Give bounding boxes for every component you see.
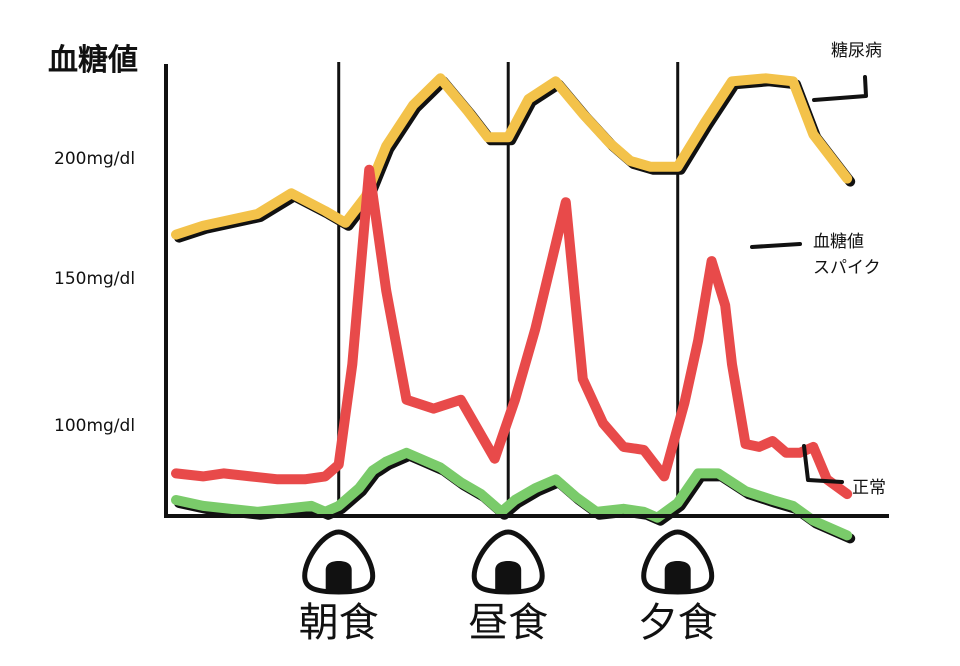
- onigiri-icon: [471, 529, 545, 595]
- onigiri-icon: [302, 529, 376, 595]
- series-1-line: [171, 73, 853, 240]
- meal-label-1: 朝食: [299, 600, 379, 646]
- y-tick-label: 100mg/dl: [54, 416, 135, 436]
- chart-title: 血糖値: [48, 43, 138, 78]
- legend-leader-3: [802, 444, 844, 484]
- meal-labels: 朝食 昼食 夕食: [299, 529, 718, 646]
- legend-leader-1: [812, 75, 868, 102]
- onigiri-icon: [641, 529, 715, 595]
- legend-label-3: 正常: [852, 478, 886, 498]
- series-1-outline: [174, 76, 856, 243]
- legend-leader-2: [750, 242, 802, 249]
- series-layer: [171, 73, 856, 544]
- y-tick-label: 200mg/dl: [54, 149, 135, 169]
- series-2-line: [171, 164, 853, 500]
- y-tick-label: 150mg/dl: [54, 269, 135, 289]
- legend-label-2: スパイク: [813, 258, 881, 278]
- series-3-line: [171, 447, 853, 541]
- legend-label-2: 血糖値: [813, 232, 864, 252]
- meal-label-2: 昼食: [468, 600, 548, 646]
- axes: [164, 64, 889, 518]
- legend-label-1: 糖尿病: [831, 41, 882, 61]
- meal-label-3: 夕食: [638, 600, 718, 646]
